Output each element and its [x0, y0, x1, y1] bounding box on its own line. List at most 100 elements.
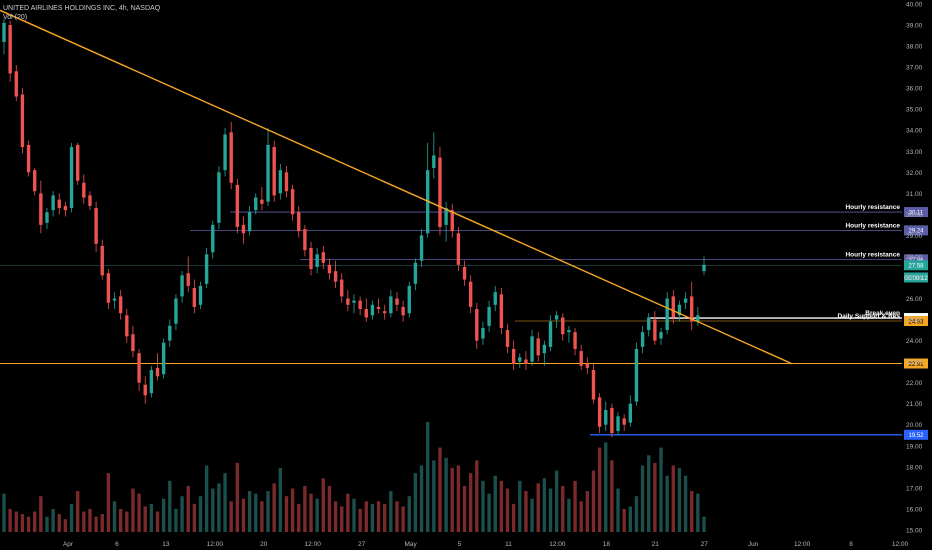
candle-body [8, 25, 12, 74]
price-axis[interactable]: 40.00 39.00 38.00 37.00 36.00 35.00 34.00 33.00… [906, 2, 923, 535]
volume-bar [321, 478, 325, 532]
volume-bar [413, 473, 418, 532]
candle-body [290, 189, 295, 215]
volume-bar [690, 491, 694, 532]
volume-bar [260, 501, 264, 532]
y-tick-label: 29.00 [906, 233, 923, 240]
price-levels [0, 211, 902, 436]
y-tick-label: 35.00 [906, 107, 923, 114]
candle-body [241, 224, 246, 234]
volume-bar [82, 511, 86, 532]
volume-bar [241, 498, 246, 532]
volume-bar [174, 508, 178, 532]
candle-body [69, 147, 74, 209]
candle-body [659, 332, 663, 339]
volume-bar [118, 508, 123, 532]
candle-body [2, 22, 6, 42]
volume-bar [487, 493, 491, 532]
y-tick-label: 36.00 [906, 86, 923, 93]
volume-bar [57, 514, 61, 532]
volume-bar [389, 491, 393, 532]
candle-body [143, 384, 147, 396]
x-tick-label: 18 [603, 541, 611, 548]
volume-bar [63, 519, 68, 532]
price-label-box [904, 225, 928, 236]
volume-bar [647, 455, 651, 532]
volume-bar [548, 488, 553, 532]
volume-indicator-label[interactable]: Vol (20) [3, 14, 28, 21]
volume-bar [554, 470, 559, 532]
candle-body [211, 224, 215, 253]
candle-body [628, 403, 633, 423]
candle-body [112, 298, 117, 301]
candle-body [254, 197, 258, 211]
time-axis[interactable]: Apr 6 13 12:00 20 12:00 27 May 5 11 12:00 18 21 27 Jun… [63, 541, 909, 548]
volume-bar [370, 503, 375, 532]
y-tick-label: 38.00 [906, 44, 923, 51]
candle-body [487, 306, 491, 326]
candle-body [303, 229, 307, 251]
x-tick-label: 12:00 [305, 541, 322, 548]
candle-body [419, 235, 424, 261]
candle-body [597, 397, 602, 427]
volume-bar [106, 473, 111, 532]
candle-body [75, 144, 80, 181]
price-label-text: 29.24 [908, 229, 924, 235]
x-tick-label: 12:00 [794, 541, 811, 548]
volume-bar [161, 498, 166, 532]
volume-bar [499, 480, 504, 532]
price-label-box [904, 272, 928, 283]
candle-body [407, 285, 411, 314]
y-tick-label: 16.00 [906, 506, 923, 513]
volume-bar [456, 465, 461, 532]
volume-bar [468, 473, 473, 532]
candle-body [401, 306, 405, 316]
volume-bar [75, 491, 80, 532]
candle-body [198, 285, 203, 305]
candle-body [247, 212, 252, 232]
candle-body [493, 292, 497, 305]
volume-bar [94, 516, 98, 532]
candle-body [481, 327, 485, 339]
candle-body [57, 199, 61, 209]
volume-bar [683, 475, 688, 532]
volume-bar [327, 485, 332, 532]
candle-body [327, 264, 332, 274]
x-tick-label: 21 [652, 541, 660, 548]
candle-body [444, 208, 448, 225]
candle-body [585, 363, 590, 368]
downtrend-line [0, 9, 793, 365]
candle-body [180, 275, 184, 297]
candle-body [297, 212, 301, 232]
price-label-box [904, 429, 928, 440]
candle-body [260, 199, 264, 204]
candle-body [616, 416, 620, 432]
volume-bar [33, 511, 37, 532]
volume-bar [272, 483, 276, 532]
volume-bar [561, 485, 565, 532]
candle-body [450, 210, 454, 232]
candle-body [204, 254, 209, 284]
volume-bar [155, 511, 160, 532]
price-label-box [904, 254, 928, 265]
candle-body [82, 182, 86, 198]
price-label-text: 27.58 [908, 264, 924, 270]
candle-body [665, 298, 669, 331]
volume-bar [665, 475, 669, 532]
volume-bar [143, 506, 147, 532]
volume-bar [696, 493, 700, 532]
candle-body [358, 300, 362, 310]
candle-body [567, 330, 571, 333]
price-label-text: 02:00:12 [904, 276, 928, 282]
volume-bar [505, 488, 510, 532]
volume-bar [616, 488, 620, 532]
candle-body [125, 315, 129, 337]
trendline [0, 9, 793, 365]
volume-bar [168, 480, 172, 532]
volume-bar [425, 422, 430, 532]
symbol-title[interactable]: UNITED AIRLINES HOLDINGS INC, 4h, NASDAQ [3, 5, 161, 12]
volume-bar [20, 514, 25, 532]
chart-legend: UNITED AIRLINES HOLDINGS INC, 4h, NASDAQ… [3, 4, 160, 22]
candle-body [376, 306, 381, 310]
